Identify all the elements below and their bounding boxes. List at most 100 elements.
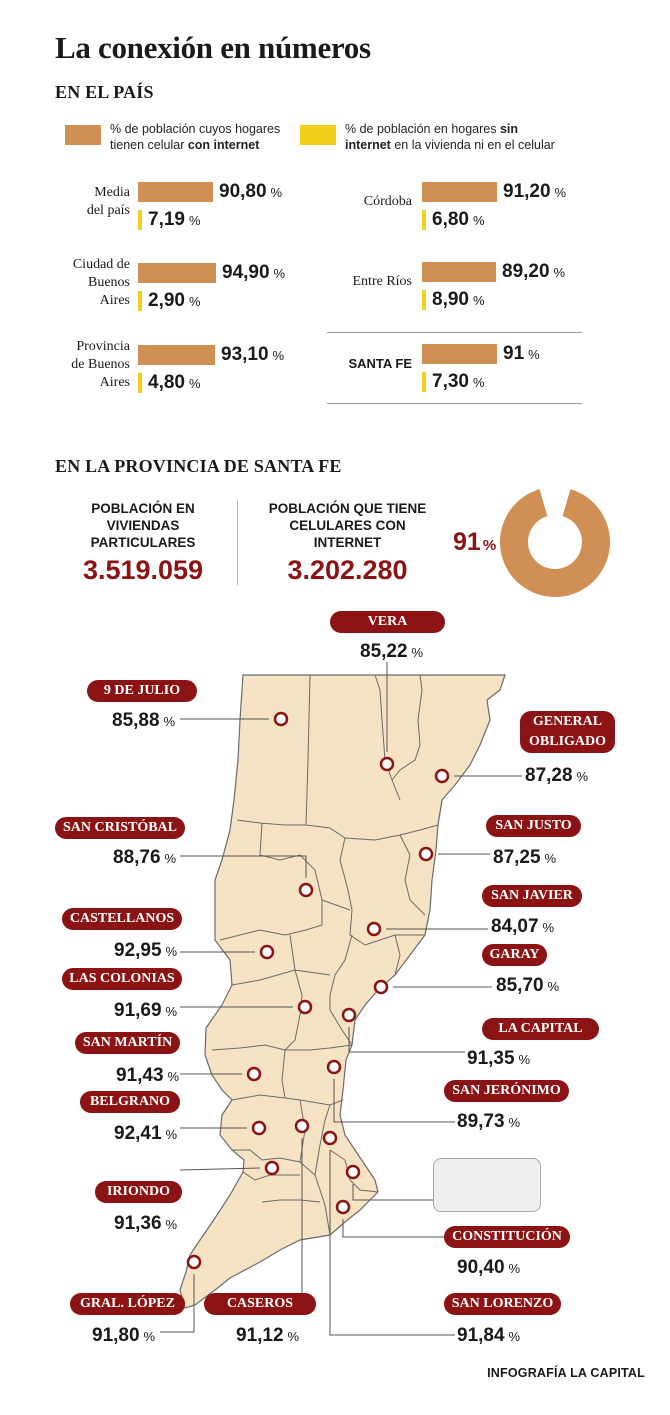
department-pill: GENERAL	[520, 711, 615, 733]
bar-no-internet	[138, 210, 142, 230]
department-marker	[246, 1066, 262, 1082]
leader-line	[333, 1079, 455, 1123]
department-marker	[379, 756, 395, 772]
department-value: 91,35%	[467, 1048, 531, 1069]
category-label: Media del país	[86, 185, 130, 218]
department-value: 91,36%	[114, 1213, 178, 1234]
department-marker	[297, 999, 313, 1015]
department-marker	[341, 1007, 357, 1023]
bar-no-internet	[422, 290, 426, 310]
value-label-no-internet: 7,19%	[148, 209, 201, 230]
department-value: 91,80%	[92, 1325, 156, 1346]
bar-internet	[422, 262, 496, 282]
value-label-internet: 89,20%	[502, 261, 566, 282]
category-label: Ciudad de Buenos Aires	[72, 257, 130, 308]
department-pill: LAS COLONIAS	[62, 968, 182, 990]
department-value: 91,12%	[236, 1325, 300, 1346]
department-pill: GARAY	[482, 944, 547, 966]
value-label-no-internet: 4,80%	[148, 372, 201, 393]
department-value: 85,22%	[360, 641, 424, 662]
value-label-no-internet: 7,30%	[432, 371, 485, 392]
category-label: Córdoba	[363, 194, 412, 209]
department-marker	[345, 1164, 361, 1180]
stat-population-label: POBLACIÓN EN VIVIENDAS PARTICULARES	[90, 501, 196, 550]
department-marker	[373, 979, 389, 995]
santa-fe-box-top	[327, 332, 582, 333]
department-value: 89,73%	[457, 1111, 521, 1132]
value-label-internet: 91%	[503, 343, 540, 364]
department-value: 88,76%	[113, 847, 177, 868]
department-value: 92,41%	[114, 1123, 178, 1144]
department-marker	[434, 768, 450, 784]
leader-line	[348, 1027, 465, 1053]
department-pill: SAN MARTÍN	[75, 1032, 180, 1054]
stat-internet-value: 3.202.280	[287, 555, 408, 585]
department-value: 92,95%	[114, 940, 178, 961]
legend-swatch-no-internet	[300, 125, 336, 145]
country-heading: EN EL PAÍS	[55, 82, 154, 102]
donut-center-label: 91%	[453, 528, 497, 556]
department-pill: GRAL. LÓPEZ	[70, 1293, 185, 1315]
department-value: 91,43%	[116, 1065, 180, 1086]
department-value: 87,25%	[493, 847, 557, 868]
department-marker	[335, 1199, 351, 1215]
department-value: 91,84%	[457, 1325, 521, 1346]
bar-internet	[138, 345, 215, 365]
province-heading: EN LA PROVINCIA DE SANTA FE	[55, 456, 342, 476]
department-marker	[322, 1130, 338, 1146]
department-marker	[294, 1118, 310, 1134]
department-marker	[366, 921, 382, 937]
rosario-highlight-box	[433, 1158, 541, 1212]
department-pill: CONSTITUCIÓN	[444, 1226, 570, 1248]
department-marker	[418, 846, 434, 862]
leader-line	[329, 1150, 455, 1336]
bar-internet	[422, 344, 497, 364]
legend-swatch-internet	[65, 125, 101, 145]
leader-line	[160, 1274, 195, 1333]
stat-divider	[237, 500, 238, 585]
leader-line	[179, 1167, 261, 1171]
bar-internet	[138, 263, 216, 283]
department-pill: LA CAPITAL	[482, 1018, 599, 1040]
category-label: Provincia de Buenos Aires	[71, 339, 130, 390]
value-label-no-internet: 2,90%	[148, 290, 201, 311]
department-pill: 9 DE JULIO	[87, 680, 197, 702]
department-pill: CASTELLANOS	[62, 908, 182, 930]
department-pill: VERA	[330, 611, 445, 633]
department-marker	[186, 1254, 202, 1270]
leader-line	[180, 855, 307, 878]
value-label-internet: 93,10%	[221, 344, 285, 365]
category-label: Entre Ríos	[352, 274, 413, 289]
value-label-no-internet: 8,90%	[432, 289, 485, 310]
department-pill: IRIONDO	[95, 1181, 182, 1203]
department-value: 85,70%	[496, 975, 560, 996]
santa-fe-map	[160, 662, 522, 1336]
santa-fe-box-bottom	[327, 403, 582, 404]
department-value: 87,28%	[525, 765, 589, 786]
page-title: La conexión en números	[55, 30, 371, 65]
stat-population-value: 3.519.059	[82, 555, 204, 585]
bar-no-internet	[422, 210, 426, 230]
donut-chart	[500, 487, 610, 597]
department-pill: SAN JUSTO	[486, 815, 581, 837]
department-value: 91,69%	[114, 1000, 178, 1021]
leader-line	[342, 1219, 444, 1238]
department-pill: SAN JAVIER	[482, 885, 582, 907]
bar-no-internet	[138, 291, 142, 311]
value-label-internet: 91,20%	[503, 181, 567, 202]
stat-internet-label: POBLACIÓN QUE TIENE CELULARES CON INTERN…	[268, 501, 427, 550]
value-label-internet: 94,90%	[222, 262, 286, 283]
legend-internet: % de población cuyos hogares tienen celu…	[110, 122, 281, 152]
value-label-internet: 90,80%	[219, 181, 283, 202]
leader-line	[352, 1184, 440, 1201]
department-marker	[264, 1160, 280, 1176]
department-marker	[273, 711, 289, 727]
value-label-no-internet: 6,80%	[432, 209, 485, 230]
credit: INFOGRAFÍA LA CAPITAL	[487, 1366, 645, 1380]
bar-no-internet	[422, 372, 426, 392]
department-value: 90,40%	[457, 1257, 521, 1278]
department-pill: CASEROS	[204, 1293, 316, 1315]
department-marker	[298, 882, 314, 898]
department-value: 84,07%	[491, 916, 555, 937]
department-pill: BELGRANO	[80, 1091, 180, 1113]
